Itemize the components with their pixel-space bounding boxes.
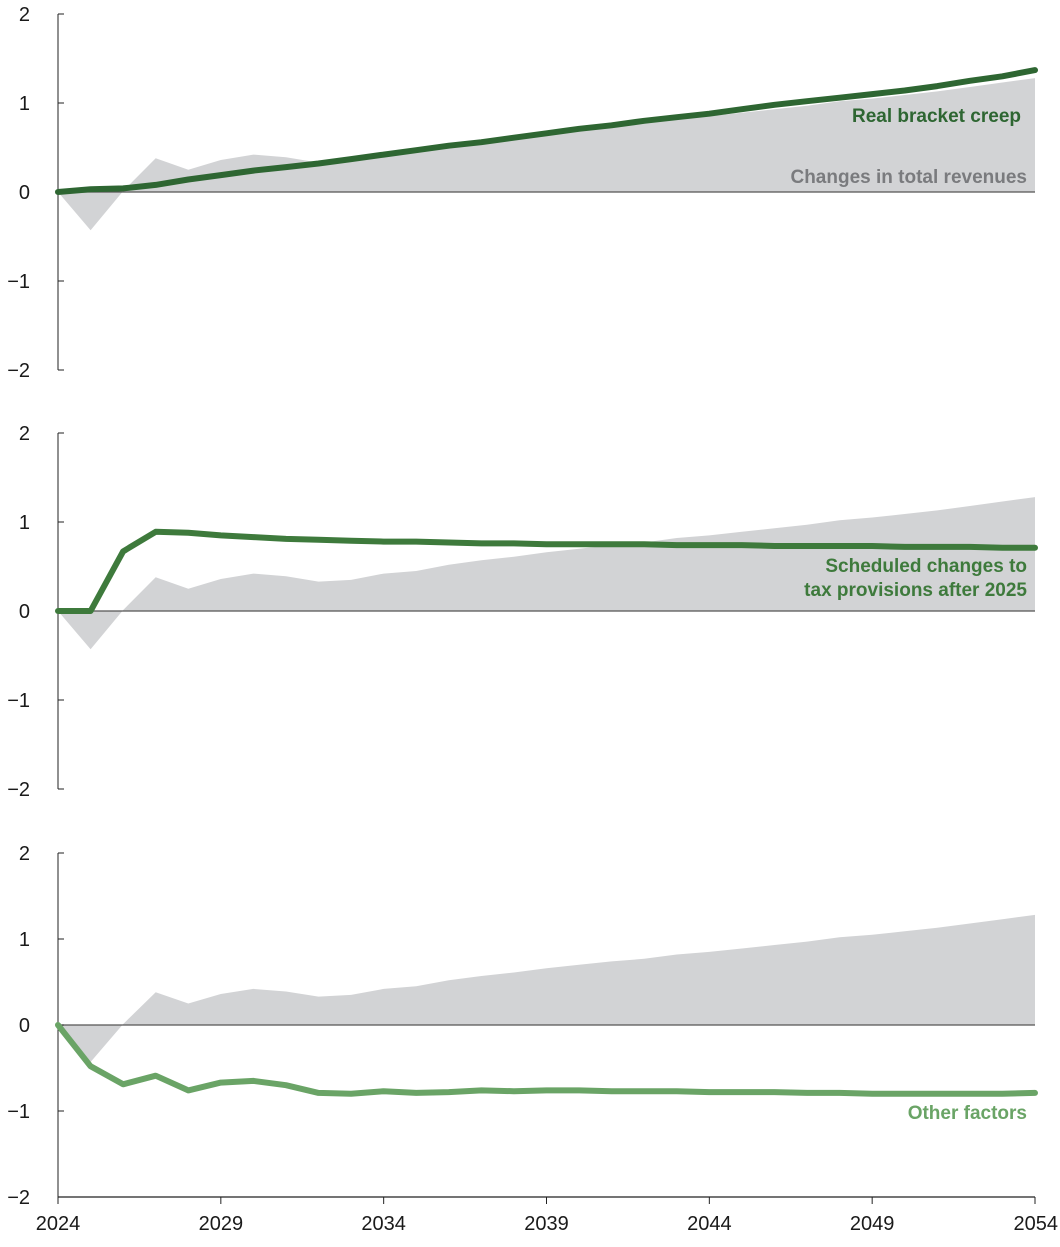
x-tick-label: 2054 (1014, 1213, 1059, 1235)
total-revenues-label: Changes in total revenues (790, 167, 1027, 188)
total-revenues-area-top (58, 78, 1035, 231)
y-ticks-bottom (58, 852, 64, 1112)
y-tick-label: 1 (19, 93, 30, 115)
other-factors-line (55, 1022, 1038, 1097)
y-tick-label: 1 (19, 512, 30, 534)
y-tick-label: 2 (19, 843, 30, 865)
y-tick-label: −2 (7, 1187, 30, 1209)
panel-top: 2 1 0 −1 −2 Real bracket creep Changes i… (7, 4, 1038, 382)
real-bracket-creep-line (55, 67, 1038, 195)
y-tick-label: −2 (7, 360, 30, 382)
total-revenues-area-bottom (58, 914, 1035, 1062)
y-tick-label: −2 (7, 779, 30, 801)
other-factors-label: Other factors (908, 1103, 1027, 1124)
panel-bottom: 2 1 0 −1 −2 2024 2029 2034 2039 2044 204… (7, 843, 1058, 1235)
y-tick-label: 0 (19, 182, 30, 204)
real-bracket-creep-label: Real bracket creep (852, 106, 1021, 127)
y-tick-label: 1 (19, 929, 30, 951)
y-tick-label: 0 (19, 1015, 30, 1037)
y-tick-label: −1 (7, 1101, 30, 1123)
x-tick-label: 2029 (199, 1213, 244, 1235)
scheduled-changes-label-line-2: tax provisions after 2025 (804, 580, 1027, 601)
y-tick-label: −1 (7, 271, 30, 293)
x-tick-label: 2049 (850, 1213, 895, 1235)
x-tick-label: 2024 (36, 1213, 81, 1235)
scheduled-changes-label-line-1: Scheduled changes to (825, 556, 1027, 577)
x-tick-label: 2034 (361, 1213, 406, 1235)
x-ticks (57, 1197, 1036, 1204)
y-tick-label: 0 (19, 601, 30, 623)
total-revenues-area-middle (58, 497, 1035, 650)
x-tick-label: 2039 (524, 1213, 569, 1235)
scheduled-changes-line (55, 528, 1038, 614)
x-tick-label: 2044 (687, 1213, 732, 1235)
y-tick-label: 2 (19, 423, 30, 445)
y-tick-label: 2 (19, 4, 30, 26)
y-tick-label: −1 (7, 690, 30, 712)
panel-middle: 2 1 0 −1 −2 Scheduled changes to tax pro… (7, 423, 1038, 801)
